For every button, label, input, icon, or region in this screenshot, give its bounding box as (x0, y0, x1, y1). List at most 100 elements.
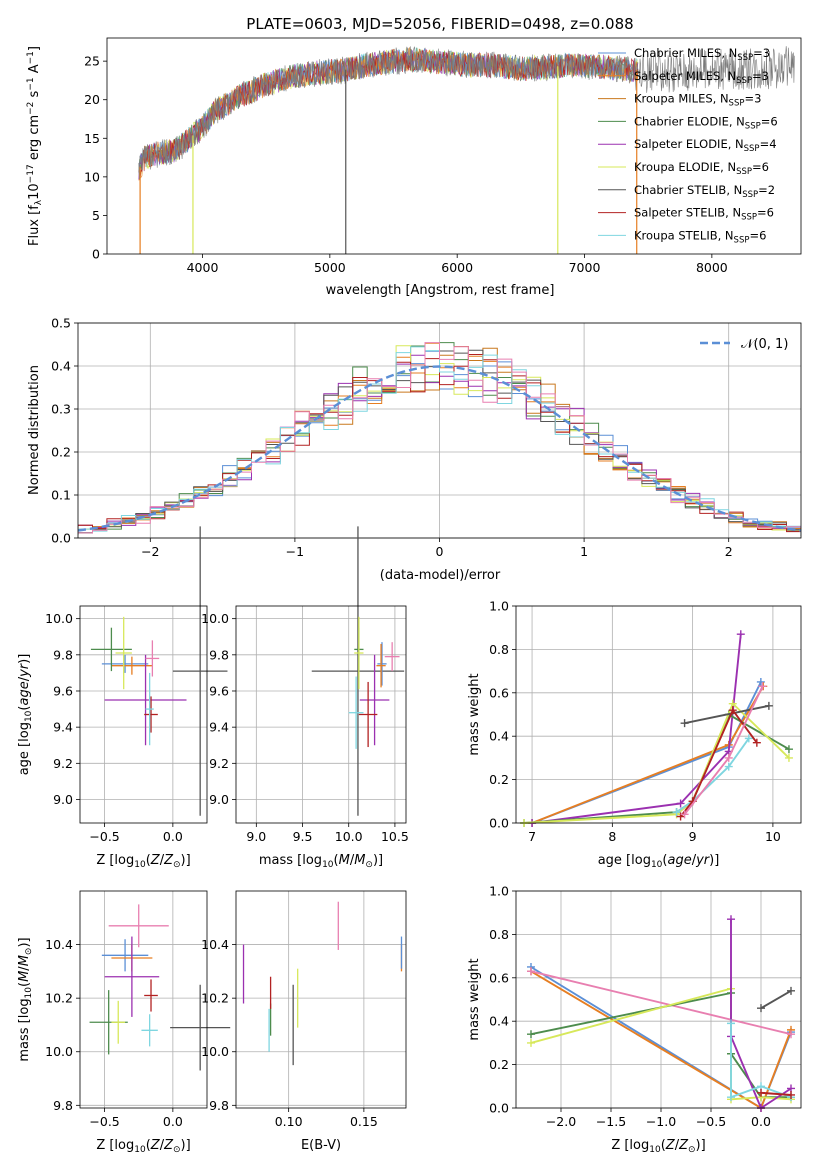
weight-marker (676, 799, 685, 808)
weight-marker (784, 753, 793, 762)
y-tick-label: 0.5 (51, 316, 71, 331)
weight-marker (527, 967, 535, 976)
legend-entry: Chabrier ELODIE, NSSP=6 (634, 114, 778, 131)
panel-7: 0.10 0.15 9.8 10.0 10.2 10.4 E(B-V) (201, 890, 407, 1153)
errorbar-point (311, 526, 405, 816)
y-tick-label: 10.0 (45, 611, 73, 626)
axes-frame (515, 890, 802, 1109)
x-tick-label: −1 (286, 544, 304, 559)
errorbar-point (144, 696, 158, 733)
x-tick-label: 10.0 (335, 829, 363, 844)
y-tick-label: 9.4 (209, 720, 229, 735)
legend-entry: Kroupa MILES, NSSP=3 (634, 92, 761, 109)
x-tick-label: 9 (689, 829, 697, 844)
panel-6: −0.5 0.0 9.8 10.0 10.2 10.4 Z [log10(Z/Z⊙)] mas… (17, 890, 231, 1155)
y-tick-label: 9.0 (53, 792, 73, 807)
legend-entry: Kroupa STELIB, NSSP=6 (634, 228, 766, 245)
x-axis-label: wavelength [Angstrom, rest frame] (326, 283, 555, 298)
y-tick-label: 1.0 (489, 884, 509, 899)
weight-marker (672, 808, 681, 817)
y-tick-label: 9.8 (53, 1098, 73, 1113)
y-tick-label: 0.2 (489, 772, 509, 787)
y-tick-label: 0.8 (489, 642, 509, 657)
y-tick-label: 20 (84, 92, 100, 107)
panel-8: −2.0 −1.5 −1.0 −0.5 0.0 0.0 0.2 0.4 0.6 0.8 1.0 Z [… (467, 884, 802, 1155)
weight-marker (728, 706, 737, 715)
errorbar-point (141, 1014, 158, 1047)
errorbar-point (376, 643, 386, 688)
weight-line (684, 704, 770, 725)
x-axis-label: Z [log10(Z/Z⊙)] (96, 1138, 190, 1155)
y-tick-label: 9.6 (53, 683, 73, 698)
legend-entry: Chabrier MILES, NSSP=3 (634, 46, 770, 63)
weight-marker (676, 812, 685, 821)
legend-entry: Salpeter STELIB, NSSP=6 (634, 206, 774, 223)
errorbar-point (358, 681, 378, 748)
errorbar-point (377, 642, 387, 686)
x-tick-label: 7 (528, 829, 536, 844)
y-tick-label: 9.8 (53, 647, 73, 662)
weight-marker (757, 1004, 765, 1013)
x-tick-label: 4000 (187, 260, 219, 275)
y-axis-label: Normed distribution (27, 365, 42, 495)
legend-entry: Chabrier STELIB, NSSP=2 (634, 183, 775, 200)
errorbar-point (108, 904, 169, 948)
errorbar-point (145, 640, 160, 677)
errorbar-point (144, 979, 158, 1012)
x-tick-label: 8000 (696, 260, 728, 275)
weight-line (676, 737, 750, 813)
y-tick-label: 0.4 (489, 1014, 509, 1029)
x-tick-label: −1.5 (596, 1114, 626, 1129)
x-tick-label: 9.0 (246, 829, 266, 844)
y-tick-label: 0.2 (51, 445, 71, 460)
weight-marker (744, 734, 753, 743)
weight-line (523, 701, 790, 824)
weight-line (760, 1091, 792, 1096)
y-tick-label: 9.6 (209, 683, 229, 698)
weight-marker (756, 677, 765, 686)
axes-frame (235, 605, 407, 824)
errorbar-point (348, 676, 364, 749)
weight-line (531, 634, 742, 824)
x-tick-label: 5000 (314, 260, 346, 275)
panel-2: −2 −1 0 1 2 0.0 0.1 0.2 0.3 0.4 0.5 (data-model)/er… (27, 316, 802, 583)
y-tick-label: 0.4 (51, 359, 71, 374)
weight-marker (727, 1019, 735, 1028)
errorbar-point (111, 656, 153, 675)
y-tick-label: 0.6 (489, 685, 509, 700)
x-tick-label: 0.10 (275, 1114, 303, 1129)
errorbar-point (101, 939, 149, 972)
spectrum-salpeter-miles (138, 46, 639, 181)
y-tick-label: 0.0 (51, 531, 71, 546)
weight-marker (727, 1093, 735, 1102)
x-axis-label: (data-model)/error (380, 568, 501, 583)
x-tick-label: 2 (725, 544, 733, 559)
x-tick-label: 7000 (569, 260, 601, 275)
y-tick-label: 9.2 (209, 756, 229, 771)
weight-marker (727, 915, 735, 924)
y-axis-label: age [log10(age/yr)] (17, 654, 34, 776)
legend: 𝒩(0, 1) (700, 337, 788, 352)
axes-frame (515, 605, 802, 824)
figure-title: PLATE=0603, MJD=52056, FIBERID=0498, z=0… (246, 15, 633, 33)
y-tick-label: 9.2 (53, 756, 73, 771)
y-tick-label: 10.2 (201, 991, 229, 1006)
y-tick-label: 25 (84, 54, 100, 69)
errorbar-point (111, 1000, 126, 1044)
y-axis-label: Flux [fλ10−17 erg cm−2 s−1 A−1] (26, 46, 44, 246)
legend-entry: Kroupa ELODIE, NSSP=6 (634, 160, 769, 177)
histograms (78, 342, 801, 536)
x-axis-label: age [log10(age/yr)] (598, 853, 720, 870)
y-axis-label: mass weight (467, 958, 482, 1040)
x-axis-label: Z [log10(Z/Z⊙)] (96, 853, 190, 870)
legend-entry: Salpeter MILES, NSSP=3 (634, 69, 769, 86)
y-tick-label: 0.8 (489, 927, 509, 942)
weight-marker (680, 810, 689, 819)
y-tick-label: 10 (84, 169, 100, 184)
y-tick-label: 10.2 (45, 991, 73, 1006)
x-tick-label: 0.15 (350, 1114, 378, 1129)
errorbar-point (354, 616, 364, 690)
weight-marker (527, 1030, 535, 1039)
x-tick-label: −2 (141, 544, 159, 559)
errorbar-point (170, 984, 231, 1071)
